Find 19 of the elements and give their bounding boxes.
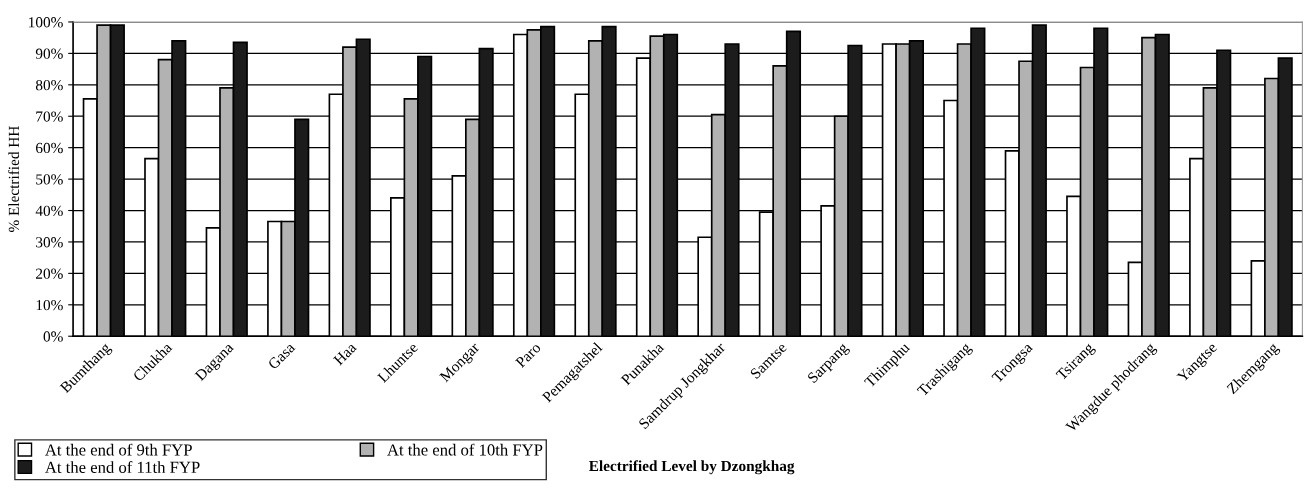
y-axis-title: % Electrified HH <box>8 126 20 233</box>
legend-label: At the end of 11th FYP <box>45 461 200 473</box>
y-tick-label: 40% <box>35 205 63 217</box>
x-tick-label: Gasa <box>267 341 296 370</box>
y-tick-label: 50% <box>36 174 63 185</box>
y-tick-label: 20% <box>36 268 63 279</box>
legend-label: At the end of 10th FYP <box>387 443 543 456</box>
y-tick-label: 80% <box>35 79 63 91</box>
y-tick-label: 70% <box>36 111 63 122</box>
y-tick-label: 100% <box>29 17 63 28</box>
legend-label: At the end of 9th FYP <box>45 443 192 456</box>
y-tick-label: 0% <box>43 331 63 342</box>
y-tick-label: 10% <box>36 299 63 311</box>
y-tick-label: 60% <box>36 142 63 154</box>
x-tick-label: Paro <box>515 341 542 369</box>
y-tick-label: 30% <box>36 237 63 248</box>
y-tick-label: 90% <box>35 48 63 59</box>
x-tick-label: Haa <box>333 341 358 366</box>
x-axis-title: Electrified Level by Dzongkhag <box>589 460 795 475</box>
